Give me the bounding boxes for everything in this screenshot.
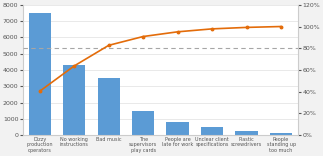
Bar	[132, 111, 154, 135]
Bar	[63, 65, 86, 135]
Bar	[166, 122, 189, 135]
Bar	[98, 78, 120, 135]
Bar	[29, 13, 51, 135]
Bar	[270, 133, 292, 135]
Bar	[201, 127, 223, 135]
Bar	[235, 131, 258, 135]
